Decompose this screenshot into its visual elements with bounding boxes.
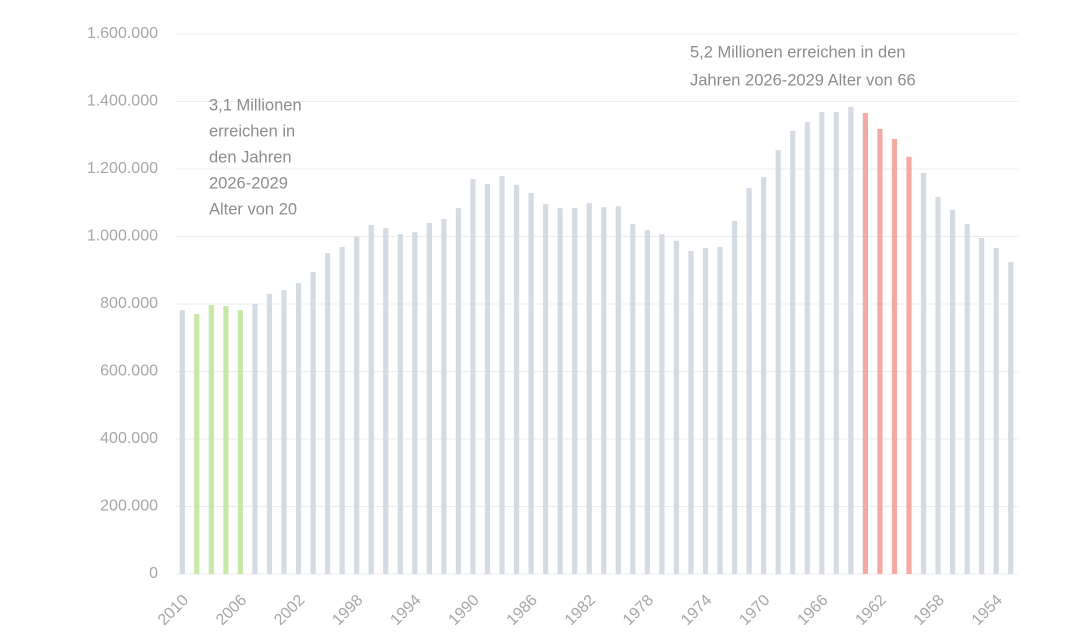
x-tick-label: 1982: [562, 592, 599, 629]
bar: [833, 111, 839, 575]
bar: [295, 283, 302, 574]
bar: [426, 223, 432, 574]
bar: [441, 218, 447, 574]
y-tick-label: 1.400.000: [87, 93, 158, 110]
annotation: erreichen in: [209, 122, 295, 140]
bar: [528, 192, 534, 574]
bar: [659, 234, 665, 574]
annotation: 2026-2029: [209, 174, 288, 192]
annotation: den Jahren: [209, 148, 292, 166]
bar: [383, 228, 389, 574]
bar: [179, 310, 185, 574]
bar: [310, 271, 316, 574]
annotation: 3,1 Millionen: [209, 96, 302, 114]
bar: [194, 314, 200, 574]
y-tick-label: 800.000: [100, 295, 158, 312]
bar: [1008, 262, 1014, 574]
bar: [891, 138, 898, 574]
bar: [513, 184, 520, 575]
y-tick-label: 400.000: [100, 430, 158, 447]
bar: [470, 179, 476, 574]
bar: [223, 306, 229, 574]
bar: [775, 150, 781, 574]
bar: [354, 236, 360, 574]
bar: [266, 293, 273, 574]
bar: [644, 230, 650, 574]
bar: [673, 240, 680, 574]
bar: [761, 177, 767, 574]
bar: [252, 304, 258, 574]
bar: [790, 130, 796, 575]
bar: [848, 106, 854, 575]
x-tick-label: 1966: [794, 592, 831, 629]
x-tick-label: 1978: [620, 592, 657, 629]
bar: [412, 232, 418, 575]
bar: [455, 208, 462, 574]
bar: [557, 208, 563, 574]
bar: [993, 247, 999, 574]
bar: [688, 251, 694, 574]
bar: [630, 224, 636, 574]
bar: [281, 290, 287, 574]
y-tick-label: 0: [149, 565, 158, 582]
bar: [877, 128, 883, 574]
bar: [397, 234, 403, 574]
y-tick-label: 1.200.000: [87, 160, 158, 177]
x-tick-label: 1954: [969, 592, 1006, 629]
x-tick-label: 1986: [504, 592, 541, 629]
x-tick-label: 1958: [911, 592, 948, 629]
x-tick-label: 1998: [329, 592, 366, 629]
bar: [499, 176, 505, 574]
y-tick-label: 200.000: [100, 498, 158, 515]
bar: [949, 209, 956, 574]
x-tick-label: 1974: [678, 592, 715, 629]
bar: [804, 122, 810, 575]
annotation: Jahren 2026-2029 Alter von 66: [690, 71, 916, 89]
bar: [208, 305, 214, 574]
annotation: Alter von 20: [209, 200, 297, 218]
bar: [325, 253, 331, 574]
bar: [731, 220, 738, 574]
annotation: 5,2 Millionen erreichen in den: [690, 43, 906, 61]
bar: [862, 112, 868, 574]
bar: [601, 207, 607, 574]
bar: [484, 183, 491, 574]
bar: [964, 224, 970, 574]
x-tick-label: 1970: [736, 592, 773, 629]
x-tick-label: 1994: [387, 592, 424, 629]
bar: [920, 173, 927, 575]
bar: [237, 310, 244, 574]
x-tick-label: 2006: [213, 592, 250, 629]
y-tick-label: 1.600.000: [87, 25, 158, 42]
bar: [906, 156, 912, 574]
bar: [702, 247, 709, 574]
x-tick-label: 1990: [446, 592, 483, 629]
bar: [572, 208, 578, 574]
y-tick-label: 1.000.000: [87, 228, 158, 245]
x-tick-label: 1962: [853, 592, 890, 629]
bar: [615, 206, 621, 574]
bar: [717, 246, 723, 574]
y-tick-label: 600.000: [100, 363, 158, 380]
bar: [819, 111, 825, 575]
x-tick-label: 2002: [271, 592, 308, 629]
bar: [935, 197, 941, 574]
bar: [586, 203, 592, 574]
bar: [979, 237, 985, 574]
bar: [543, 204, 549, 574]
x-tick-label: 2010: [155, 592, 192, 629]
bar: [339, 246, 345, 574]
bar: [368, 225, 374, 574]
bar: [746, 187, 752, 574]
